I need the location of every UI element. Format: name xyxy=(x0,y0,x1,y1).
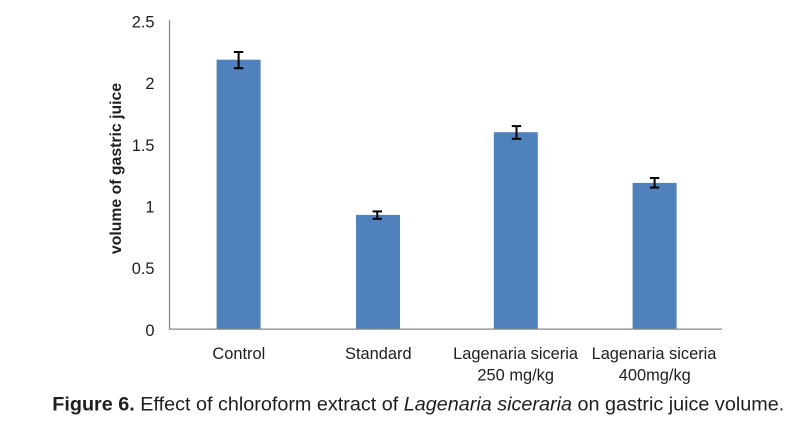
svg-text:1.5: 1.5 xyxy=(132,137,155,155)
svg-text:Figure 6. Effect of chloroform: Figure 6. Effect of chloroform extract o… xyxy=(52,394,784,416)
svg-text:0.5: 0.5 xyxy=(132,260,155,278)
svg-text:Standard: Standard xyxy=(345,345,412,363)
svg-text:2.5: 2.5 xyxy=(132,13,155,31)
svg-text:250 mg/kg: 250 mg/kg xyxy=(477,366,554,384)
svg-text:2: 2 xyxy=(145,75,154,93)
svg-text:Lagenaria siceria: Lagenaria siceria xyxy=(453,345,579,363)
svg-text:1: 1 xyxy=(145,199,154,217)
svg-text:400mg/kg: 400mg/kg xyxy=(619,366,691,384)
svg-text:0: 0 xyxy=(145,322,154,340)
svg-text:volume of gastric juice: volume of gastric juice xyxy=(108,83,125,254)
svg-text:Lagenaria siceria: Lagenaria siceria xyxy=(592,345,718,363)
svg-text:Control: Control xyxy=(212,345,265,363)
